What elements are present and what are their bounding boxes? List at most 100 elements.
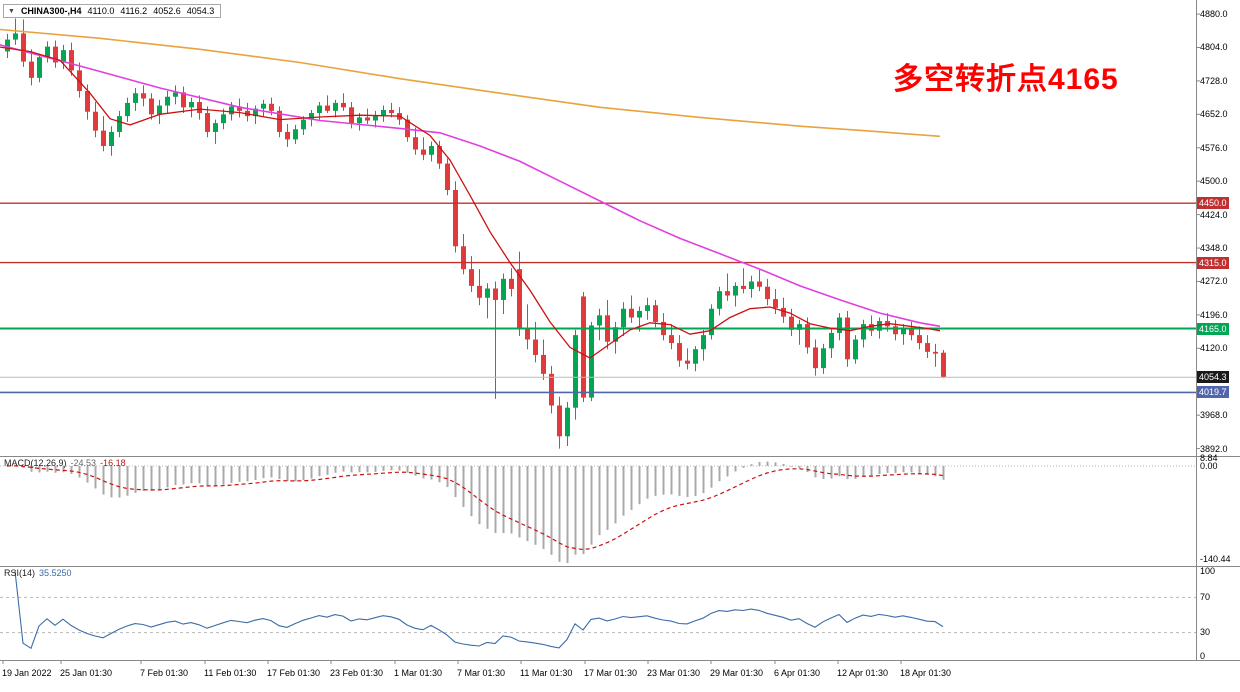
macd-indicator-label: MACD(12,26,9) -24.53 -16.18 [4,458,126,468]
candle-body [365,117,370,121]
time-axis-label: 6 Apr 01:30 [774,668,821,678]
candle-body [213,123,218,132]
candle-body [229,106,234,115]
candle-body [85,91,90,112]
time-axis-label: 23 Mar 01:30 [647,668,701,678]
candle-body [253,108,258,117]
price-axis-label: 4500.0 [1200,176,1228,187]
macd-scale-zero-label: 0.00 [1200,461,1218,471]
candle-body [221,114,226,124]
candle-body [173,92,178,97]
candle-body [797,324,802,330]
candle-body [701,335,706,350]
candle-body [477,285,482,298]
price-axis-label: 4576.0 [1200,142,1228,153]
price-axis-label: 3968.0 [1200,410,1228,421]
candle-body [53,46,58,63]
macd-value: -24.53 [70,458,97,468]
price-axis-label: 4120.0 [1200,343,1228,354]
candle-body [525,328,530,340]
candle-body [613,327,618,342]
candle-body [301,119,306,130]
time-axis-label: 12 Apr 01:30 [837,668,889,678]
current-price-tag: 4054.3 [1197,371,1229,384]
time-axis-label: 1 Mar 01:30 [394,668,443,678]
price-level-tag: 4315.0 [1197,256,1229,269]
macd-signal-line [6,465,944,551]
candle-body [501,278,506,300]
candle-body [541,354,546,374]
candle-body [45,46,50,58]
candle-body [333,102,338,111]
candle-body [765,286,770,300]
candle-body [853,339,858,360]
candle-body [549,373,554,406]
candle-body [109,131,114,147]
symbol-dropdown-icon[interactable]: ▼ [8,7,15,15]
candle-body [325,105,330,111]
candle-body [829,332,834,349]
symbol-info-box[interactable]: ▼ CHINA300-,H4 4110.0 4116.2 4052.6 4054… [3,4,222,18]
candle-body [445,163,450,190]
candle-body [917,335,922,344]
candle-body [469,269,474,286]
candle-body [581,296,586,398]
candle-body [893,326,898,335]
candle-body [141,93,146,99]
candle-body [821,348,826,369]
candle-body [373,115,378,121]
price-axis-label: 4728.0 [1200,75,1228,86]
price-axis-label: 4272.0 [1200,276,1228,287]
candle-body [517,269,522,329]
candle-body [341,102,346,108]
candle-body [421,149,426,155]
candle-body [133,93,138,103]
candle-body [749,281,754,289]
candle-body [5,39,10,52]
candle-body [77,70,82,92]
ma-fast-red [0,46,941,359]
time-axis-label: 23 Feb 01:30 [330,668,384,678]
rsi-value: 35.5250 [39,568,72,578]
rsi-scale-30-label: 30 [1200,627,1211,637]
candle-body [381,109,386,116]
candle-body [685,360,690,364]
candle-body [557,405,562,437]
price-level-tag: 4019.7 [1197,386,1229,399]
macd-signal-value: -16.18 [100,458,126,468]
ohlc-open: 4110.0 [87,6,115,16]
candle-body [309,113,314,120]
rsi-scale-70-label: 70 [1200,592,1211,602]
candle-body [621,308,626,328]
candle-body [453,189,458,247]
macd-scale-min-label: -140.44 [1200,554,1231,564]
candle-body [189,102,194,108]
candle-body [389,109,394,114]
candle-body [165,96,170,106]
symbol-name: CHINA300-,H4 [20,6,82,16]
macd-scale-max-label: 8.84 [1200,453,1218,463]
price-axis-label: 4652.0 [1200,109,1228,120]
candle-body [861,324,866,340]
price-level-tag: 4450.0 [1197,197,1229,210]
candle-body [565,407,570,437]
candle-body [629,308,634,318]
candle-body [669,335,674,344]
candle-body [269,103,274,111]
price-level-lines [0,202,1196,394]
candle-body [13,33,18,40]
candlestick-series [5,18,946,449]
candle-body [677,343,682,361]
candle-body [637,310,642,318]
price-axis-label: 4196.0 [1200,309,1228,320]
ohlc-low: 4052.6 [153,6,181,16]
candle-body [877,321,882,331]
candle-body [773,299,778,308]
candle-body [509,278,514,289]
candle-body [429,146,434,155]
candle-body [125,102,130,117]
candle-body [573,335,578,408]
candle-body [149,98,154,115]
